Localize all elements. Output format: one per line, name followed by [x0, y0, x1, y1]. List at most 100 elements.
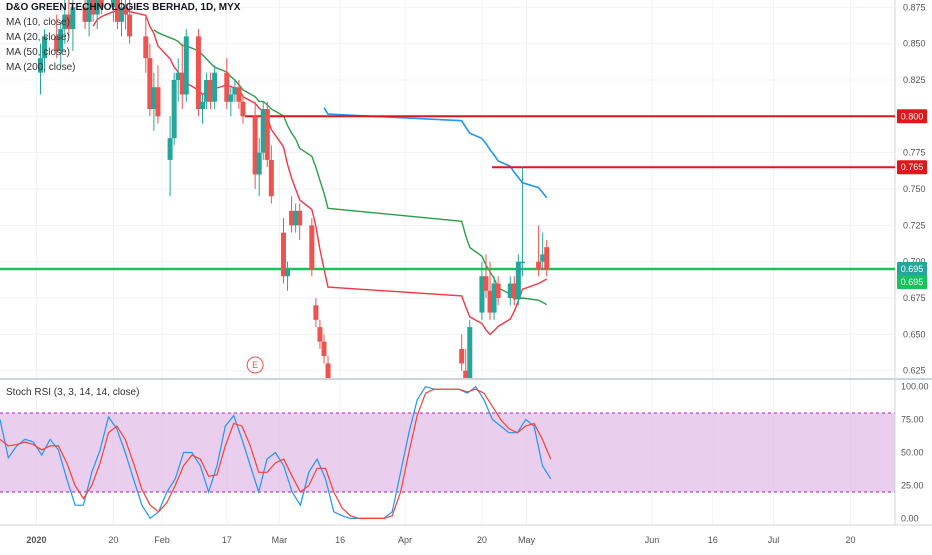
candle-body-44 [293, 210, 299, 226]
x-tick-12: 20 [845, 535, 855, 545]
candle-body-16 [127, 14, 133, 37]
candle-body-35 [240, 101, 246, 117]
legend-ma20: MA (20, close) [6, 32, 70, 43]
candle-body-14 [118, 7, 124, 22]
x-tick-3: 17 [222, 535, 232, 545]
candle-body-13 [114, 0, 120, 22]
price-y-tick-6: 0.725 [903, 220, 926, 230]
candle-body-46 [309, 225, 315, 269]
candle-body-55 [483, 276, 489, 291]
candle-body-63 [536, 261, 542, 269]
price-label-2: 0.695 [901, 264, 924, 274]
price-y-tick-0: 0.875 [903, 2, 926, 12]
ma-20-line [153, 29, 548, 306]
candle-body-18 [147, 58, 153, 110]
candle-body-32 [228, 94, 234, 102]
candle-body-22 [171, 79, 177, 139]
candle-body-1 [42, 36, 48, 59]
price-label-box-1 [897, 160, 927, 175]
candle-body-36 [252, 116, 258, 175]
earnings-marker [246, 356, 264, 374]
candle-body-52 [463, 370, 469, 378]
price-label-box-0 [897, 109, 927, 124]
candle-body-43 [289, 210, 295, 226]
earnings-marker-label: E [252, 360, 258, 370]
chart-title: D&O GREEN TECHNOLOGIES BERHAD, 1D, MYX [6, 2, 241, 13]
candle-body-24 [179, 72, 185, 95]
candle-body-21 [167, 138, 173, 160]
candle-body-48 [317, 327, 323, 342]
x-tick-5: 16 [335, 535, 345, 545]
candle-body-33 [232, 87, 238, 95]
candle-body-28 [204, 79, 210, 102]
candle-body-58 [495, 283, 501, 299]
ma-50-line [323, 107, 548, 199]
x-tick-2: Feb [154, 535, 170, 545]
candle-body-47 [313, 305, 319, 320]
candle-body-29 [208, 79, 214, 102]
candle-body-45 [297, 210, 303, 226]
candle-body-5 [66, 14, 72, 30]
candle-body-8 [86, 0, 92, 22]
candle-body-57 [491, 283, 497, 313]
candle-body-53 [467, 327, 473, 378]
legend-ma10: MA (10, close) [6, 17, 70, 28]
candle-body-27 [199, 101, 205, 110]
candle-body-31 [224, 72, 230, 102]
rsi-y-tick-3: 25.00 [901, 480, 924, 490]
x-tick-8: May [518, 535, 536, 545]
stoch-rsi-band [0, 412, 895, 493]
candle-body-54 [479, 276, 485, 313]
candle-body-4 [62, 14, 68, 30]
candle-body-3 [58, 29, 64, 51]
price-y-tick-7: 0.700 [903, 257, 926, 267]
candle-body-15 [123, 7, 129, 15]
candle-body-37 [256, 152, 262, 175]
candle-body-12 [110, 0, 116, 8]
legend-ma50: MA (50, close) [6, 47, 70, 58]
candle-body-42 [285, 268, 291, 277]
price-y-tick-8: 0.675 [903, 293, 926, 303]
candle-body-56 [487, 290, 493, 313]
candle-body-49 [321, 341, 327, 357]
price-y-tick-4: 0.775 [903, 148, 926, 158]
price-label-box-2 [897, 261, 927, 276]
candle-body-38 [260, 109, 266, 153]
x-tick-4: Mar [272, 535, 288, 545]
ma-10-line [92, 7, 548, 336]
candle-body-20 [155, 87, 161, 117]
price-label-box-3 [897, 274, 927, 289]
candle-body-11 [98, 0, 104, 8]
candle-body-23 [175, 72, 181, 80]
price-y-tick-9: 0.650 [903, 329, 926, 339]
stoch-rsi-legend: Stoch RSI (3, 3, 14, 14, close) [6, 387, 140, 398]
candle-body-0 [37, 58, 43, 73]
candle-body-26 [195, 36, 201, 110]
candle-body-40 [268, 159, 274, 197]
legend-ma200: MA (200, close) [6, 62, 76, 73]
x-tick-6: Apr [398, 535, 412, 545]
rsi-y-tick-0: 100.00 [901, 382, 929, 392]
candle-body-41 [280, 232, 286, 277]
rsi-y-tick-4: 0.00 [901, 513, 919, 523]
candle-body-59 [507, 283, 513, 299]
candle-body-17 [143, 36, 149, 59]
candle-body-64 [540, 254, 546, 262]
price-y-tick-2: 0.825 [903, 75, 926, 85]
price-y-tick-5: 0.750 [903, 184, 926, 194]
candle-body-51 [459, 348, 465, 364]
price-y-tick-1: 0.850 [903, 39, 926, 49]
price-label-1: 0.765 [901, 162, 924, 172]
candle-body-6 [70, 7, 76, 30]
candle-body-39 [264, 109, 270, 160]
rsi-y-tick-2: 50.00 [901, 448, 924, 458]
candle-body-10 [94, 0, 100, 15]
candle-body-19 [151, 87, 157, 110]
price-label-3: 0.695 [901, 277, 924, 287]
price-y-tick-10: 0.625 [903, 366, 926, 376]
x-tick-10: 16 [708, 535, 718, 545]
candle-body-50 [325, 363, 331, 378]
price-label-0: 0.800 [901, 111, 924, 121]
